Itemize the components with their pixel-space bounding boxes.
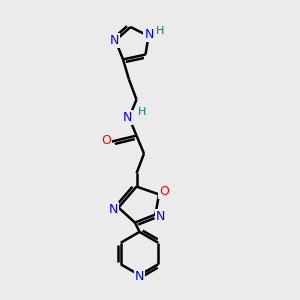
Text: N: N	[108, 202, 118, 216]
Text: H: H	[138, 107, 147, 117]
Text: N: N	[123, 111, 132, 124]
Text: H: H	[156, 26, 164, 36]
Text: N: N	[109, 34, 119, 47]
Text: O: O	[160, 185, 169, 198]
Text: O: O	[101, 134, 111, 147]
Text: N: N	[135, 270, 144, 283]
Text: N: N	[156, 209, 166, 223]
Text: N: N	[144, 28, 154, 41]
